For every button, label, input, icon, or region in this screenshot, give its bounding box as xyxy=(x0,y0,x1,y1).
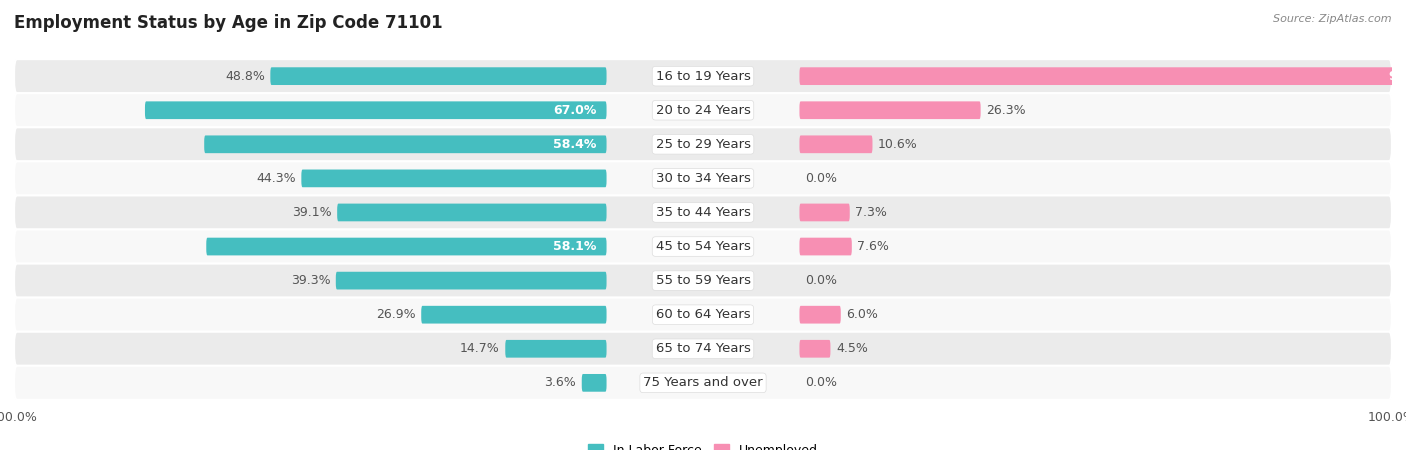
Text: 55 to 59 Years: 55 to 59 Years xyxy=(655,274,751,287)
FancyBboxPatch shape xyxy=(505,340,606,358)
Text: 30 to 34 Years: 30 to 34 Years xyxy=(655,172,751,185)
FancyBboxPatch shape xyxy=(422,306,606,324)
Text: 26.9%: 26.9% xyxy=(375,308,416,321)
Text: 20 to 24 Years: 20 to 24 Years xyxy=(655,104,751,117)
Text: 67.0%: 67.0% xyxy=(553,104,596,117)
FancyBboxPatch shape xyxy=(14,297,1392,332)
Text: 58.1%: 58.1% xyxy=(553,240,596,253)
FancyBboxPatch shape xyxy=(270,68,606,85)
Text: 48.8%: 48.8% xyxy=(225,70,264,83)
Text: 93.3%: 93.3% xyxy=(1389,70,1406,83)
FancyBboxPatch shape xyxy=(207,238,606,256)
Text: 58.4%: 58.4% xyxy=(553,138,596,151)
FancyBboxPatch shape xyxy=(336,272,606,289)
Text: 44.3%: 44.3% xyxy=(256,172,295,185)
Text: 25 to 29 Years: 25 to 29 Years xyxy=(655,138,751,151)
FancyBboxPatch shape xyxy=(14,127,1392,162)
Text: 7.3%: 7.3% xyxy=(855,206,887,219)
Text: Employment Status by Age in Zip Code 71101: Employment Status by Age in Zip Code 711… xyxy=(14,14,443,32)
FancyBboxPatch shape xyxy=(14,93,1392,127)
FancyBboxPatch shape xyxy=(204,135,606,153)
Legend: In Labor Force, Unemployed: In Labor Force, Unemployed xyxy=(583,439,823,450)
Text: 3.6%: 3.6% xyxy=(544,376,576,389)
FancyBboxPatch shape xyxy=(337,203,606,221)
FancyBboxPatch shape xyxy=(14,162,1392,195)
Text: 14.7%: 14.7% xyxy=(460,342,499,355)
FancyBboxPatch shape xyxy=(800,135,873,153)
FancyBboxPatch shape xyxy=(800,203,849,221)
Text: 10.6%: 10.6% xyxy=(877,138,918,151)
Text: 65 to 74 Years: 65 to 74 Years xyxy=(655,342,751,355)
Text: 16 to 19 Years: 16 to 19 Years xyxy=(655,70,751,83)
FancyBboxPatch shape xyxy=(800,306,841,324)
Text: 0.0%: 0.0% xyxy=(806,376,837,389)
Text: 0.0%: 0.0% xyxy=(806,274,837,287)
Text: 7.6%: 7.6% xyxy=(858,240,889,253)
Text: 75 Years and over: 75 Years and over xyxy=(643,376,763,389)
FancyBboxPatch shape xyxy=(800,68,1406,85)
FancyBboxPatch shape xyxy=(301,170,606,187)
Text: 6.0%: 6.0% xyxy=(846,308,879,321)
FancyBboxPatch shape xyxy=(14,332,1392,366)
FancyBboxPatch shape xyxy=(145,101,606,119)
Text: 60 to 64 Years: 60 to 64 Years xyxy=(655,308,751,321)
FancyBboxPatch shape xyxy=(14,366,1392,400)
FancyBboxPatch shape xyxy=(14,195,1392,230)
Text: 4.5%: 4.5% xyxy=(837,342,868,355)
Text: 39.1%: 39.1% xyxy=(292,206,332,219)
Text: 39.3%: 39.3% xyxy=(291,274,330,287)
FancyBboxPatch shape xyxy=(14,59,1392,93)
FancyBboxPatch shape xyxy=(582,374,606,392)
FancyBboxPatch shape xyxy=(800,238,852,256)
FancyBboxPatch shape xyxy=(800,101,980,119)
FancyBboxPatch shape xyxy=(800,340,831,358)
Text: 0.0%: 0.0% xyxy=(806,172,837,185)
Text: 26.3%: 26.3% xyxy=(986,104,1026,117)
Text: Source: ZipAtlas.com: Source: ZipAtlas.com xyxy=(1274,14,1392,23)
Text: 45 to 54 Years: 45 to 54 Years xyxy=(655,240,751,253)
Text: 35 to 44 Years: 35 to 44 Years xyxy=(655,206,751,219)
FancyBboxPatch shape xyxy=(14,264,1392,297)
FancyBboxPatch shape xyxy=(14,230,1392,264)
